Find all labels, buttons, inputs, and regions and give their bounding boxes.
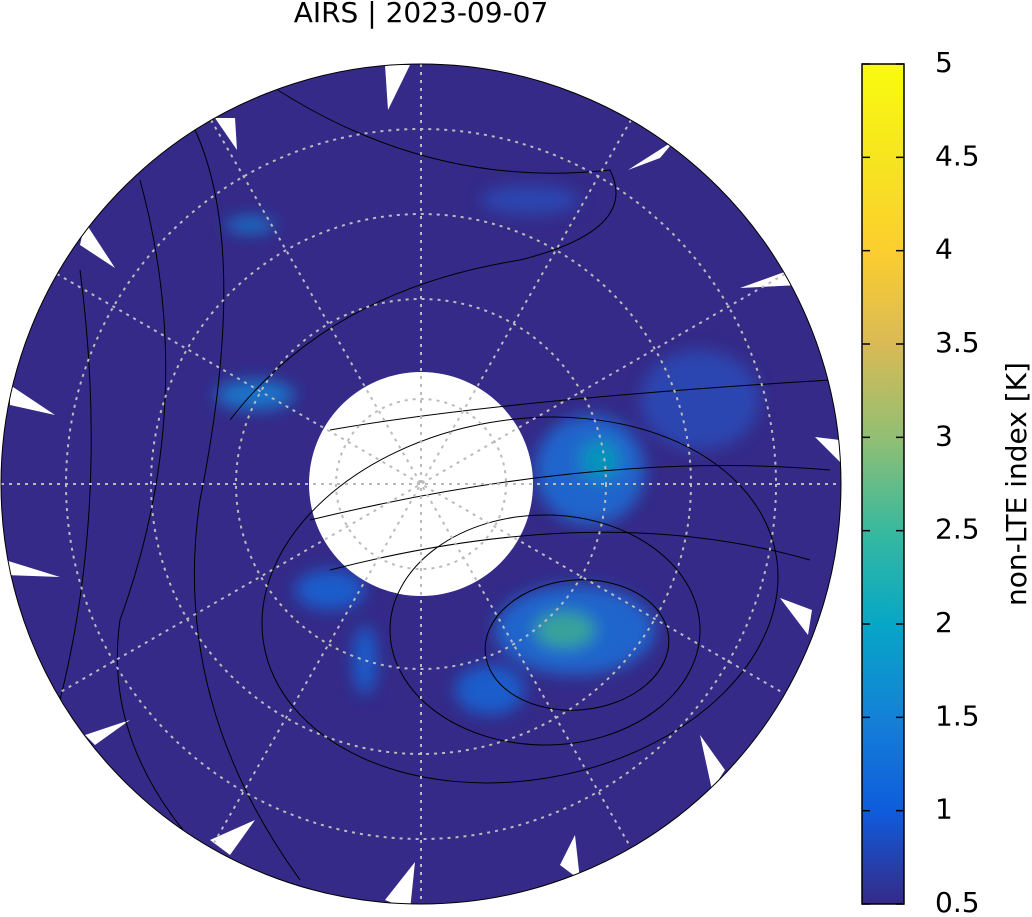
colorbar-tick-label: 0.5 <box>935 886 980 913</box>
colorbar-tick-label: 3.5 <box>935 326 980 359</box>
colorbar-tick-label: 4 <box>935 233 953 266</box>
contours <box>59 84 831 881</box>
title: AIRS | 2023-09-07 <box>294 0 549 29</box>
colorbar-tick-label: 3 <box>935 419 953 452</box>
map <box>1 64 841 904</box>
colorbar <box>861 63 905 905</box>
colorbar-tick-label: 1 <box>935 793 953 826</box>
colorbar-tick-label: 4.5 <box>935 139 980 172</box>
colorbar-tick-label: 5 <box>935 46 953 79</box>
colorbar-tick-label: 2 <box>935 606 953 639</box>
data-gaps <box>5 65 840 904</box>
colorbar-tick-label: 2.5 <box>935 513 980 546</box>
graticule <box>1 64 841 904</box>
polar-gap <box>309 372 533 596</box>
anomalies <box>215 185 760 715</box>
colorbar-label: non-LTE index [K] <box>1000 362 1032 606</box>
colorbar-tick-label: 1.5 <box>935 699 980 732</box>
map-border <box>0 63 842 905</box>
